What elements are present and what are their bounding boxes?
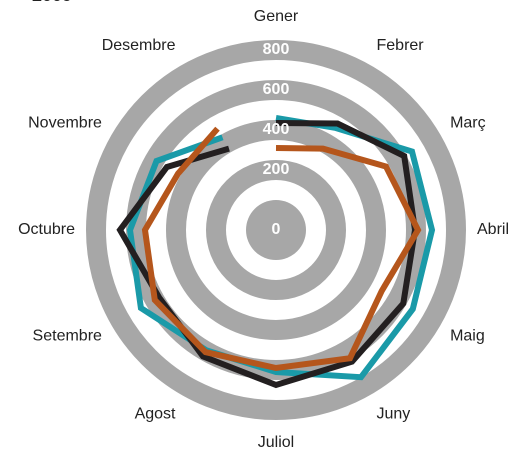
grid-ring [206, 160, 346, 300]
category-label: Abril [477, 221, 509, 238]
category-label: Gener [254, 8, 299, 25]
legend-label: 2009 [32, 0, 72, 5]
category-label: Agost [135, 406, 176, 423]
category-label: Juliol [258, 434, 294, 451]
grid-ring [246, 200, 306, 260]
category-label: Desembre [102, 37, 176, 54]
series-line [116, 120, 419, 389]
category-label: Novembre [28, 115, 102, 132]
ring-label: 600 [263, 81, 290, 98]
ring-label: 0 [272, 221, 281, 238]
category-label: Setembre [33, 328, 102, 345]
grid-ring [166, 120, 386, 340]
ring-label: 200 [263, 161, 290, 178]
category-label: Maig [450, 328, 485, 345]
category-label: Març [450, 115, 486, 132]
ring-label: 400 [263, 121, 290, 138]
series-line [141, 126, 422, 372]
category-label: Octubre [18, 221, 75, 238]
category-label: Febrer [377, 37, 425, 54]
grid-ring [86, 40, 466, 420]
ring-label: 800 [263, 41, 290, 58]
category-label: Juny [377, 406, 411, 423]
